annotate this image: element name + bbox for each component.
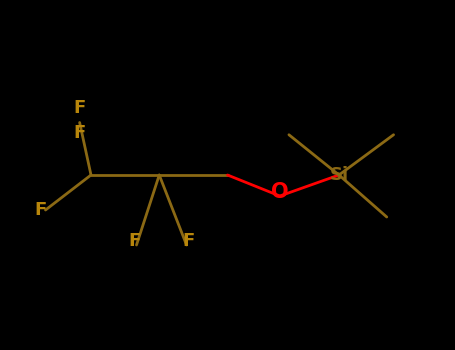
Text: F: F	[183, 232, 195, 251]
Text: F: F	[128, 232, 140, 251]
Text: Si: Si	[329, 166, 349, 184]
Text: F: F	[74, 124, 86, 142]
Text: O: O	[271, 182, 288, 203]
Text: F: F	[74, 99, 86, 118]
Text: F: F	[35, 201, 47, 219]
